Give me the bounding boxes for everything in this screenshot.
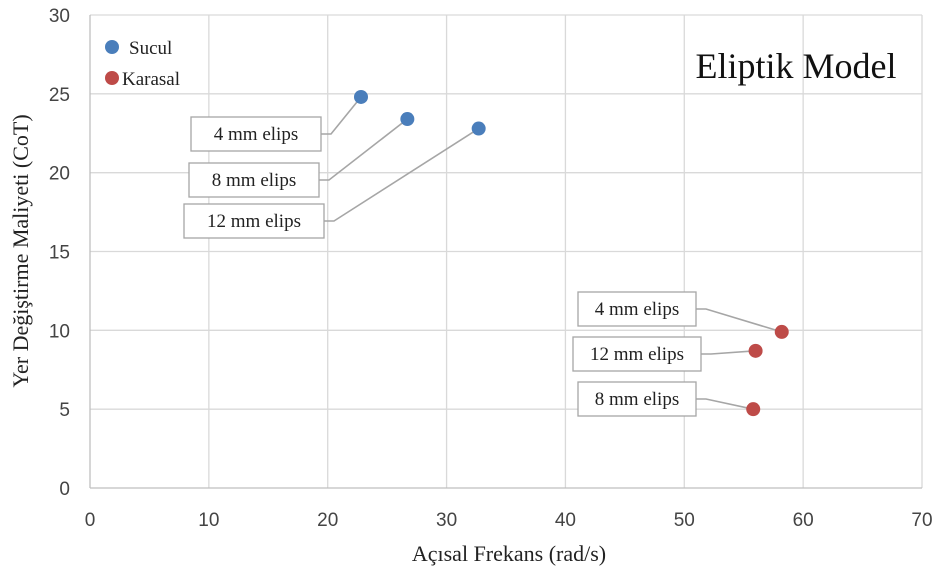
- leader-line: [696, 398, 754, 410]
- x-tick-label: 20: [317, 510, 338, 531]
- leader-line: [319, 118, 408, 181]
- leader-line: [701, 350, 756, 355]
- data-points: [353, 89, 789, 417]
- data-label-box: [188, 162, 320, 198]
- data-label-box: [183, 203, 325, 239]
- x-axis-title: Açısal Frekans (rad/s): [412, 541, 606, 566]
- y-tick-label: 20: [49, 164, 70, 185]
- x-tick-label: 50: [674, 510, 695, 531]
- data-point-karasal: [746, 402, 761, 417]
- y-tick-label: 15: [49, 243, 70, 264]
- y-axis-title: Yer Değiştirme Maliyeti (CoT): [8, 114, 33, 387]
- data-point-karasal: [748, 343, 763, 358]
- x-tick-label: 60: [793, 510, 814, 531]
- y-tick-label: 30: [49, 6, 70, 27]
- data-point-sucul: [400, 112, 415, 127]
- y-tick-label: 10: [49, 321, 70, 342]
- leader-line: [321, 96, 362, 135]
- data-label: 12 mm elips: [590, 344, 684, 365]
- legend-marker-karasal: [105, 71, 119, 85]
- y-tick-label: 5: [59, 400, 70, 421]
- data-label: 4 mm elips: [214, 124, 298, 145]
- leader-lines: [319, 96, 782, 410]
- x-tick-label: 10: [198, 510, 219, 531]
- data-label-box: [577, 381, 697, 417]
- x-tick-label: 70: [911, 510, 932, 531]
- legend-marker-sucul: [105, 40, 119, 54]
- legend: Sucul Karasal: [105, 38, 180, 90]
- data-point-sucul: [353, 89, 368, 104]
- data-label-box: [190, 116, 322, 152]
- data-label: 12 mm elips: [207, 211, 301, 232]
- leader-line: [324, 127, 480, 222]
- x-tick-label: 40: [555, 510, 576, 531]
- data-labels: 4 mm elips 8 mm elips 12 mm elips 4 mm elip…: [183, 116, 702, 417]
- data-point-karasal: [774, 324, 789, 339]
- axes: [89, 15, 922, 489]
- data-point-sucul: [471, 121, 486, 136]
- y-tick-labels: 0 5 10 15 20 25 30: [49, 6, 70, 500]
- chart-title: Eliptik Model: [696, 46, 897, 86]
- legend-label-karasal: Karasal: [122, 69, 180, 90]
- data-label-box: [577, 291, 697, 327]
- leader-line: [696, 308, 782, 333]
- data-label: 8 mm elips: [212, 170, 296, 191]
- legend-label-sucul: Sucul: [129, 38, 172, 59]
- data-label: 4 mm elips: [595, 299, 679, 320]
- data-label-box: [572, 336, 702, 372]
- x-tick-label: 30: [436, 510, 457, 531]
- y-tick-label: 25: [49, 85, 70, 106]
- x-tick-label: 0: [85, 510, 96, 531]
- x-tick-labels: 0 10 20 30 40 50 60 70: [85, 510, 933, 531]
- data-label: 8 mm elips: [595, 389, 679, 410]
- y-tick-label: 0: [59, 479, 70, 500]
